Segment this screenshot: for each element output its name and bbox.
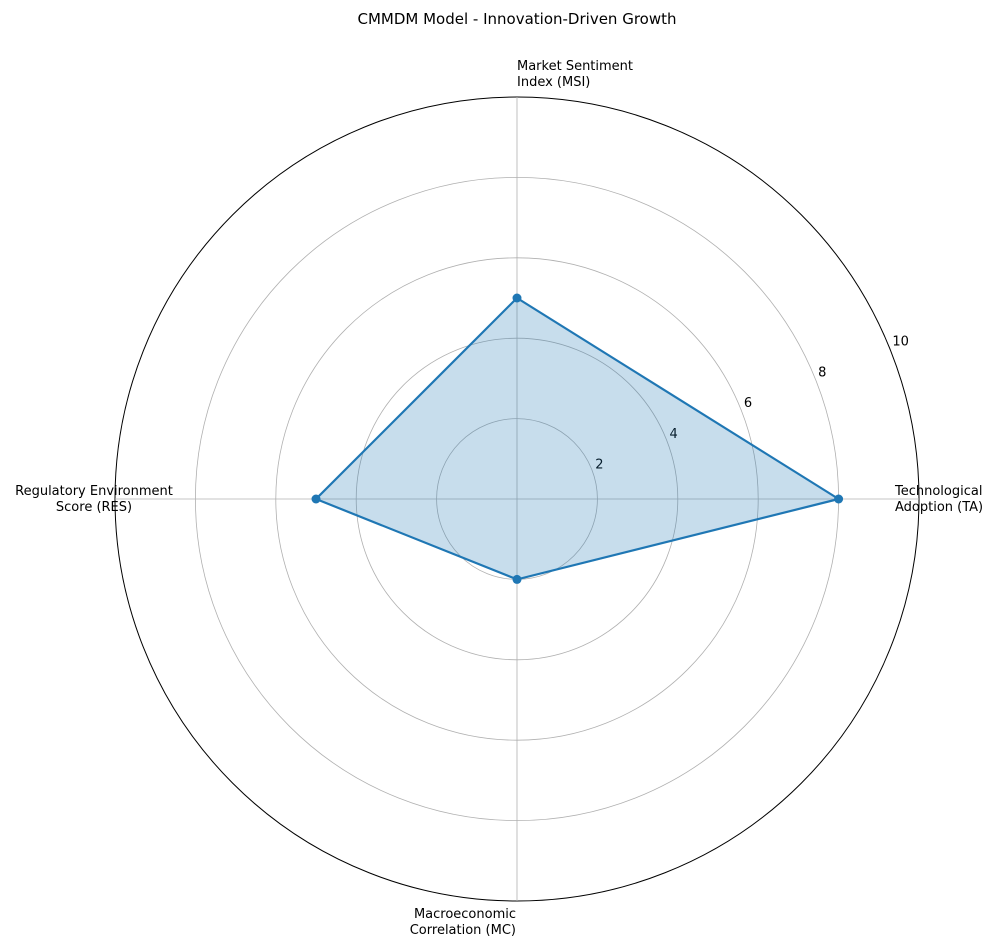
chart-title: CMMDM Model - Innovation-Driven Growth xyxy=(358,10,677,28)
radar-point xyxy=(512,293,522,303)
category-label: Macroeconomic Correlation (MC) xyxy=(410,907,516,938)
radar-point xyxy=(512,574,522,584)
category-label: Technological Adoption (TA) xyxy=(894,484,983,515)
radar-area xyxy=(316,298,839,580)
r-tick-label: 2 xyxy=(595,458,603,473)
r-tick-label: 4 xyxy=(670,427,678,442)
r-tick-label: 8 xyxy=(818,365,826,380)
r-tick-label: 6 xyxy=(744,396,752,411)
category-label: Regulatory Environment Score (RES) xyxy=(15,484,173,515)
radar-point xyxy=(311,494,321,504)
category-label: Market Sentiment Index (MSI) xyxy=(517,59,633,90)
radar-point xyxy=(834,494,844,504)
r-tick-label: 10 xyxy=(892,335,909,350)
